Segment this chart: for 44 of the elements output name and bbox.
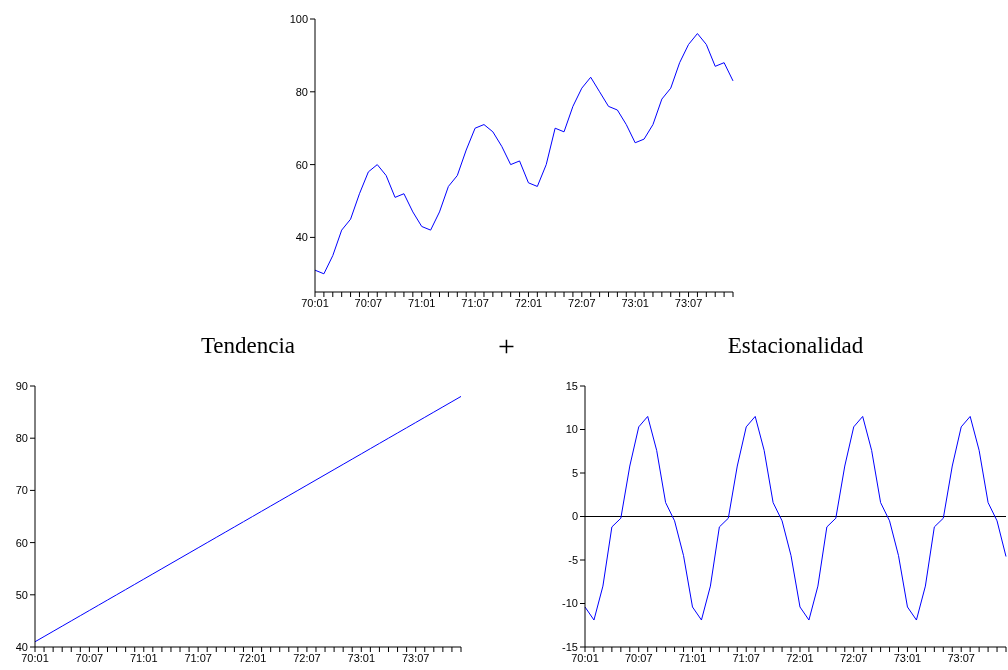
- y-tick-label: 80: [295, 85, 308, 98]
- x-tick-label: 70:07: [75, 651, 104, 664]
- x-tick-label: 71:07: [461, 296, 489, 309]
- y-tick-label: 60: [15, 536, 28, 549]
- chart-title: Tendencia: [199, 333, 297, 359]
- x-tick-label: 71:01: [678, 651, 707, 664]
- x-tick-label: 71:07: [732, 651, 760, 664]
- x-tick-label: 73:01: [347, 651, 376, 664]
- x-tick-label: 70:07: [354, 296, 383, 309]
- y-tick-label: -10: [562, 597, 578, 610]
- y-tick-label: 60: [295, 158, 308, 171]
- text: +: [498, 329, 515, 363]
- x-tick-label: 72:07: [839, 651, 868, 664]
- y-tick-label: 0: [571, 510, 578, 523]
- x-tick-label: 72:07: [293, 651, 321, 664]
- y-tick-label: 50: [15, 588, 28, 601]
- x-tick-label: 73:07: [947, 651, 975, 664]
- y-tick-label: 15: [565, 379, 578, 392]
- x-tick-label: 71:07: [184, 651, 212, 664]
- x-tick-label: 70:01: [301, 296, 329, 309]
- x-tick-label: 71:01: [407, 296, 436, 309]
- x-tick-label: 72:01: [238, 651, 267, 664]
- x-tick-label: 73:07: [674, 296, 703, 309]
- x-tick-label: 70:07: [624, 651, 653, 664]
- y-tick-label: 40: [295, 231, 308, 244]
- x-tick-label: 73:07: [401, 651, 430, 664]
- x-tick-label: 70:01: [571, 651, 599, 664]
- x-tick-label: 71:01: [130, 651, 158, 664]
- y-tick-label: -15: [562, 640, 578, 653]
- x-tick-label: 72:01: [514, 296, 543, 309]
- y-tick-label: 100: [289, 12, 308, 25]
- y-tick-label: 10: [565, 423, 578, 436]
- x-tick-label: 73:01: [893, 651, 922, 664]
- y-tick-label: 70: [15, 484, 28, 497]
- x-tick-label: 70:01: [21, 651, 49, 664]
- y-tick-label: 5: [571, 466, 578, 479]
- x-tick-label: 72:07: [568, 296, 596, 309]
- chart-title: Estacionalidad: [726, 333, 865, 359]
- y-tick-label: 90: [15, 379, 28, 392]
- y-tick-label: -5: [568, 553, 578, 566]
- y-tick-label: 40: [15, 640, 28, 653]
- x-tick-label: 72:01: [786, 651, 814, 664]
- y-tick-label: 80: [15, 432, 28, 445]
- x-tick-label: 73:01: [621, 296, 649, 309]
